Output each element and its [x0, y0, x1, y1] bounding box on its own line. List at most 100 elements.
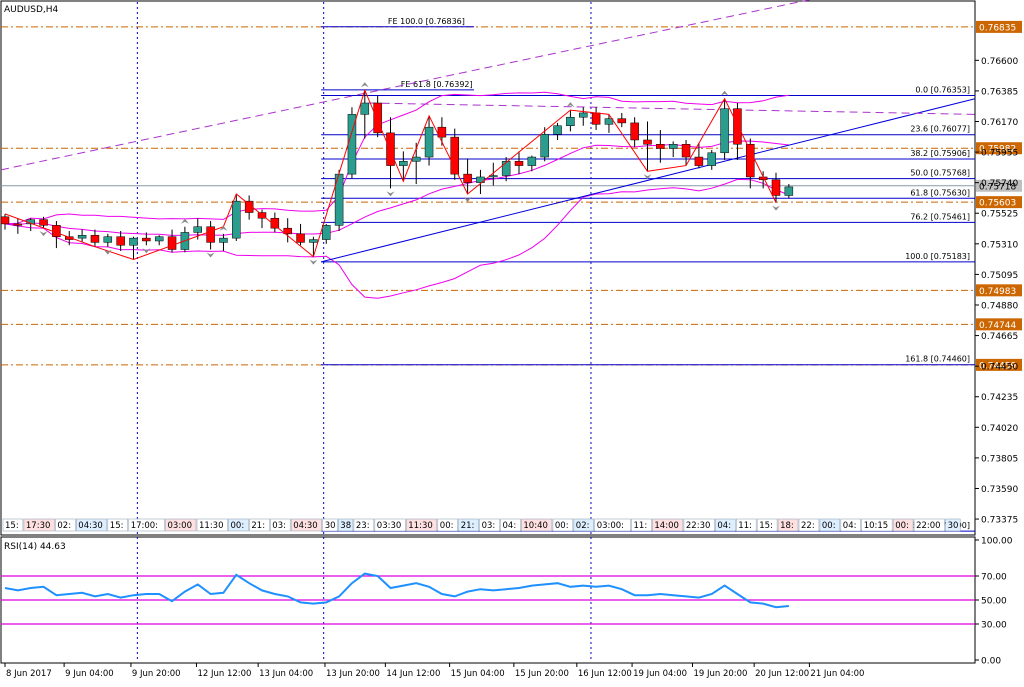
candlestick-series	[0, 90, 794, 260]
price-tick-label: 0.76170	[981, 118, 1018, 128]
time-label-text: 11:	[738, 521, 752, 531]
candle-body	[270, 217, 280, 229]
candle	[399, 151, 408, 182]
candle	[167, 229, 177, 253]
time-label-text: 00:	[440, 521, 454, 531]
price-tick-label: 0.75525	[981, 210, 1018, 220]
candle-body	[630, 122, 639, 141]
time-label-text: 03:00	[168, 521, 193, 531]
time-tick-label: 20 Jun 12:00	[755, 669, 809, 679]
time-label-box	[76, 518, 108, 532]
candle-body	[39, 219, 48, 226]
candle	[527, 155, 537, 172]
time-label-text: 30	[325, 521, 336, 531]
time-label-text: 30	[948, 521, 959, 531]
time-label-box	[631, 518, 652, 532]
price-level-tag-label: 0.74459	[979, 361, 1016, 371]
time-label-box	[652, 518, 684, 532]
candle-body	[142, 237, 151, 242]
time-label-text: 22:30	[686, 521, 711, 531]
fractal-up-marker	[360, 82, 369, 88]
candle-body	[244, 200, 254, 213]
candle-body	[527, 156, 537, 166]
time-label-text: 03:00:	[597, 521, 624, 531]
candle-body	[360, 102, 370, 115]
candle-body	[90, 235, 100, 243]
time-label-text: 03:30	[377, 521, 402, 531]
candle	[771, 172, 781, 203]
fibo-level-label: 38.2 [0.75906]	[910, 149, 970, 158]
candle	[604, 114, 614, 133]
candle	[142, 232, 151, 246]
fibo-level-label: 161.8 [0.74460]	[905, 355, 970, 364]
time-label-text: 04:	[503, 521, 517, 531]
rsi-label: RSI(14) 44.63	[4, 542, 66, 552]
candle	[566, 110, 575, 132]
candle-body	[296, 233, 305, 243]
candle-body	[579, 112, 588, 118]
price-pane-frame	[0, 0, 976, 536]
candle	[681, 139, 691, 166]
time-label-box	[819, 518, 841, 532]
candle	[116, 231, 125, 251]
time-tick-label: 8 Jun 2017	[6, 669, 52, 679]
price-tick-label: 0.73590	[981, 485, 1018, 495]
price-level-tag	[976, 358, 1022, 371]
fractal-up-marker	[219, 225, 228, 231]
time-label-text: 21:	[461, 521, 475, 531]
candle	[553, 122, 562, 140]
candle-body	[437, 126, 447, 138]
time-label-text: 11:30	[408, 521, 433, 531]
time-label-text: 00:	[231, 521, 245, 531]
fractal-down-marker	[463, 197, 472, 203]
time-label-box	[573, 518, 594, 532]
time-tick-label: 14 Jun 12:00	[386, 669, 440, 679]
candle	[65, 231, 74, 246]
candle	[0, 213, 10, 230]
candle-body	[206, 226, 215, 243]
candle-body	[373, 102, 382, 134]
candle-body	[167, 236, 177, 250]
time-label-text: 22:	[801, 521, 815, 531]
grid-layer	[136, 2, 592, 662]
time-label-box	[128, 518, 165, 532]
price-tick-label: 0.75095	[981, 271, 1018, 281]
candle-body	[707, 152, 716, 166]
candle	[309, 236, 318, 257]
candle-body	[617, 118, 627, 124]
candle	[720, 98, 729, 160]
candle-body	[591, 112, 601, 125]
fractal-up-marker	[720, 90, 729, 96]
rsi-line	[4, 572, 789, 609]
time-label-text: 17:30	[26, 521, 51, 531]
time-label-box	[892, 518, 914, 532]
time-label-box	[594, 518, 631, 532]
price-tick-label: 0.74880	[981, 301, 1018, 311]
time-label-box	[735, 518, 757, 532]
time-label-box	[249, 518, 270, 532]
price-tick-label: 0.75955	[981, 149, 1018, 159]
candle	[746, 138, 755, 189]
time-label-text: 10:40	[523, 521, 548, 531]
candle	[244, 195, 254, 220]
price-tick-label: 0.74665	[981, 332, 1018, 342]
trendline-support	[320, 98, 976, 263]
time-tick-label: 16 Jun 12:00	[578, 669, 632, 679]
channel-upper-line	[0, 0, 811, 171]
time-label-text: 00:	[822, 521, 836, 531]
time-tick-label: 15 Jun 04:00	[451, 669, 505, 679]
candle-body	[771, 179, 781, 196]
time-label-text: 03:	[272, 521, 286, 531]
candle	[784, 184, 794, 199]
candle-body	[501, 161, 511, 176]
time-label-text: 15:	[759, 521, 773, 531]
price-tick-label: 0.73375	[981, 516, 1018, 526]
candle	[630, 117, 639, 148]
candle	[373, 95, 382, 138]
candle	[617, 112, 627, 128]
candle-body	[219, 237, 228, 243]
candle-body	[13, 223, 23, 226]
candle	[501, 157, 511, 182]
candle-body	[116, 236, 125, 246]
